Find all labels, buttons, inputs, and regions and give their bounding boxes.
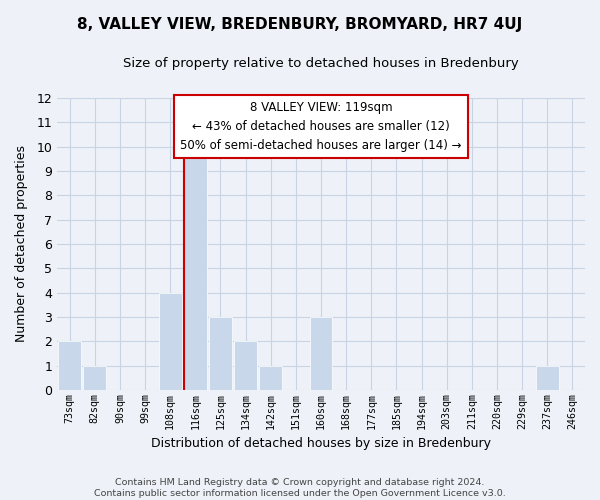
Bar	[536, 366, 559, 390]
Bar	[159, 292, 182, 390]
Text: Contains HM Land Registry data © Crown copyright and database right 2024.
Contai: Contains HM Land Registry data © Crown c…	[94, 478, 506, 498]
Bar	[259, 366, 282, 390]
Bar	[310, 317, 332, 390]
Bar	[209, 317, 232, 390]
Y-axis label: Number of detached properties: Number of detached properties	[15, 146, 28, 342]
Text: 8, VALLEY VIEW, BREDENBURY, BROMYARD, HR7 4UJ: 8, VALLEY VIEW, BREDENBURY, BROMYARD, HR…	[77, 18, 523, 32]
Bar	[58, 341, 81, 390]
Bar	[184, 146, 206, 390]
Bar	[235, 341, 257, 390]
Text: 8 VALLEY VIEW: 119sqm
← 43% of detached houses are smaller (12)
50% of semi-deta: 8 VALLEY VIEW: 119sqm ← 43% of detached …	[180, 101, 462, 152]
X-axis label: Distribution of detached houses by size in Bredenbury: Distribution of detached houses by size …	[151, 437, 491, 450]
Title: Size of property relative to detached houses in Bredenbury: Size of property relative to detached ho…	[123, 58, 519, 70]
Bar	[83, 366, 106, 390]
